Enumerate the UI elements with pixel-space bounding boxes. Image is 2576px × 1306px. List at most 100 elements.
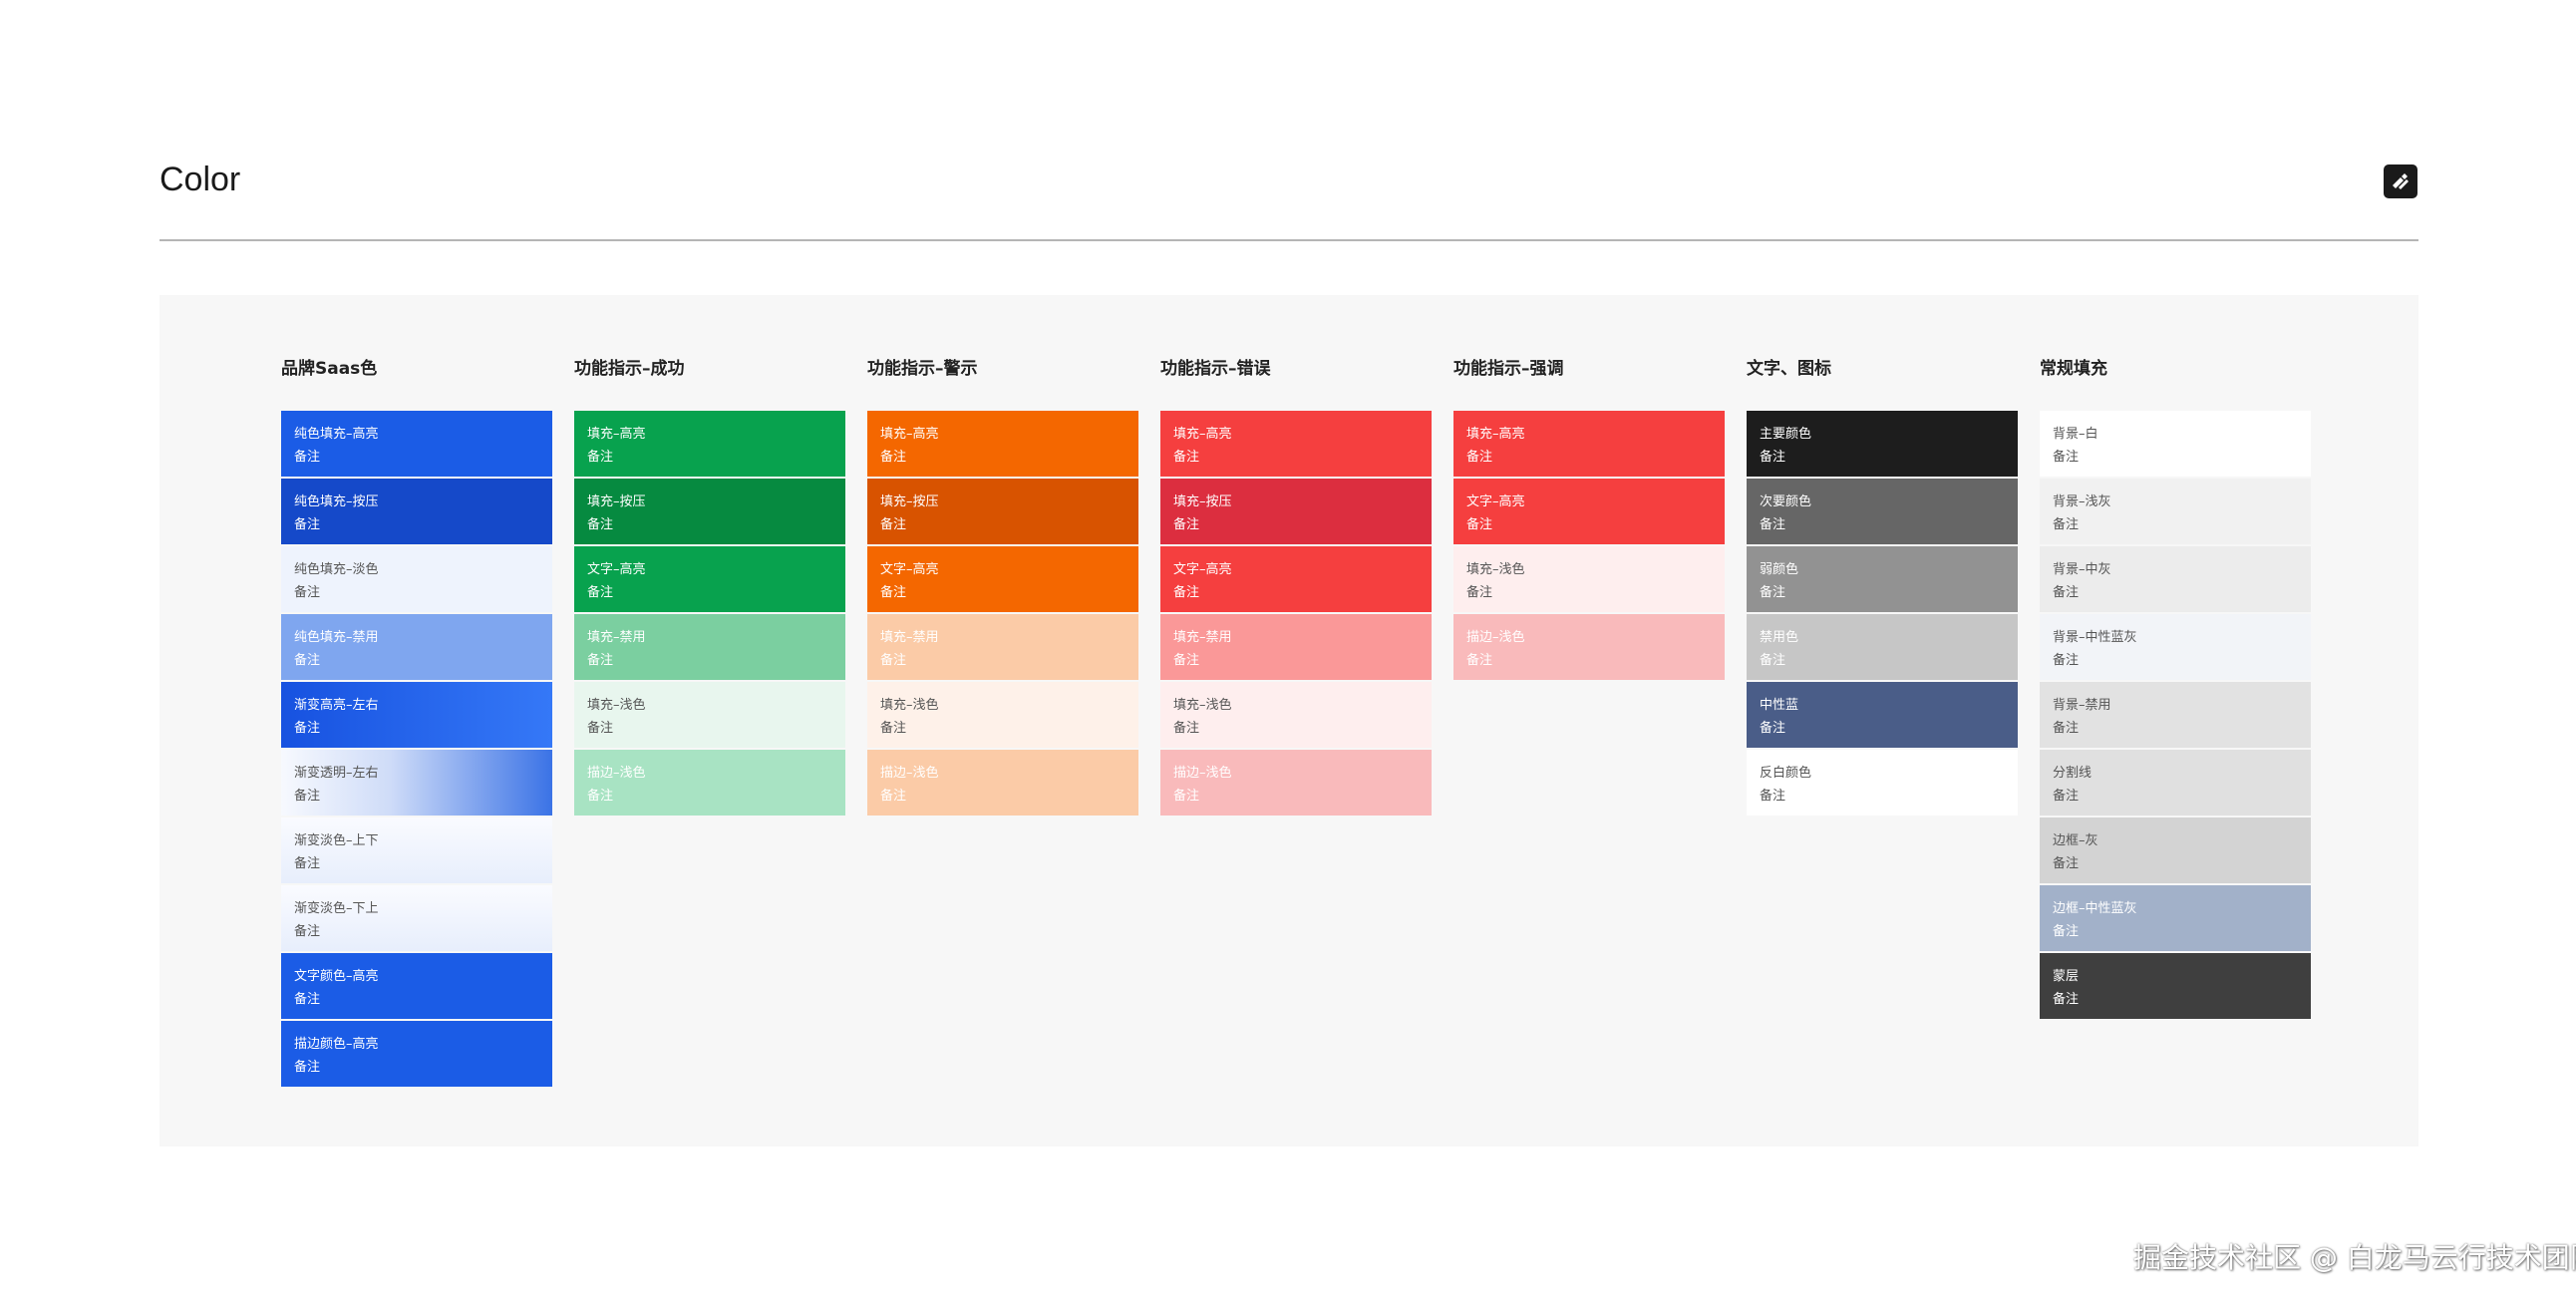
swatch-name: 背景–中灰: [2053, 562, 2111, 577]
swatch-name: 文字–高亮: [1466, 494, 1525, 509]
color-swatch[interactable]: 渐变透明–左右 备注: [281, 750, 552, 816]
color-swatch[interactable]: 填充–高亮 备注: [1160, 411, 1432, 477]
color-swatch[interactable]: 填充–高亮 备注: [1453, 411, 1725, 477]
color-swatch[interactable]: 背景–中性蓝灰 备注: [2040, 614, 2311, 680]
color-swatch[interactable]: 描边–浅色 备注: [1453, 614, 1725, 680]
swatch-note: 备注: [1760, 653, 1786, 668]
color-swatch[interactable]: 次要颜色 备注: [1747, 479, 2018, 544]
swatch-note: 备注: [2053, 924, 2080, 939]
swatch-note: 备注: [294, 789, 321, 804]
swatch-name: 分割线: [2053, 766, 2093, 781]
edit-logo-icon-glyph: [2393, 173, 2409, 189]
swatch-list: 主要颜色 备注 次要颜色 备注 弱颜色 备注 禁用色 备注 中性蓝 备注 反白颜色 备注: [1747, 411, 2018, 817]
swatch-note: 备注: [880, 517, 907, 532]
color-swatch[interactable]: 文字–高亮 备注: [867, 546, 1138, 612]
color-swatch[interactable]: 文字–高亮 备注: [1453, 479, 1725, 544]
color-swatch[interactable]: 填充–按压 备注: [1160, 479, 1432, 544]
color-swatch[interactable]: 填充–高亮 备注: [574, 411, 845, 477]
swatch-name: 填充–浅色: [1466, 562, 1525, 577]
color-swatch[interactable]: 中性蓝 备注: [1747, 682, 2018, 748]
color-swatch[interactable]: 渐变淡色–上下 备注: [281, 817, 552, 883]
color-swatch[interactable]: 边框–中性蓝灰 备注: [2040, 885, 2311, 951]
color-swatch[interactable]: 纯色填充–淡色 备注: [281, 546, 552, 612]
swatch-note: 备注: [294, 856, 321, 871]
color-swatch[interactable]: 填充–禁用 备注: [1160, 614, 1432, 680]
color-swatch[interactable]: 填充–浅色备注: [1453, 546, 1725, 612]
swatch-name: 边框–灰: [2053, 833, 2098, 848]
header-divider: [160, 239, 2418, 241]
color-swatch[interactable]: 边框–灰备注: [2040, 817, 2311, 883]
color-swatch[interactable]: 填充–按压 备注: [574, 479, 845, 544]
color-swatch[interactable]: 背景–浅灰 备注: [2040, 479, 2311, 544]
swatch-name: 纯色填充–高亮: [294, 427, 379, 442]
color-swatch[interactable]: 填充–浅色 备注: [1160, 682, 1432, 748]
color-swatch[interactable]: 背景–白 备注: [2040, 411, 2311, 477]
swatch-note: 备注: [294, 721, 321, 736]
swatch-name: 填充–浅色: [1173, 698, 1232, 713]
swatch-note: 备注: [294, 924, 321, 939]
color-swatch[interactable]: 填充–浅色 备注: [867, 682, 1138, 748]
swatch-name: 文字–高亮: [587, 562, 646, 577]
color-swatch[interactable]: 描边颜色–高亮 备注: [281, 1021, 552, 1087]
color-swatch[interactable]: 渐变淡色–下上 备注: [281, 885, 552, 951]
swatch-note: 备注: [880, 450, 907, 465]
color-swatch[interactable]: 分割线 备注: [2040, 750, 2311, 816]
swatch-note: 备注: [1466, 585, 1493, 600]
swatch-note: 备注: [2053, 517, 2080, 532]
column-title: 品牌Saas色: [281, 359, 378, 379]
swatch-list: 填充–高亮 备注 填充–按压 备注 文字–高亮 备注 填充–禁用 备注 填充–浅色 备注 描边–浅色…: [1160, 411, 1432, 817]
swatch-note: 备注: [880, 721, 907, 736]
color-swatch[interactable]: 填充–禁用 备注: [574, 614, 845, 680]
color-swatch[interactable]: 描边–浅色 备注: [1160, 750, 1432, 816]
color-swatch[interactable]: 禁用色 备注: [1747, 614, 2018, 680]
swatch-note: 备注: [1760, 585, 1786, 600]
color-swatch[interactable]: 纯色填充–高亮 备注: [281, 411, 552, 477]
color-swatch[interactable]: 渐变高亮–左右 备注: [281, 682, 552, 748]
color-swatch[interactable]: 纯色填充–禁用 备注: [281, 614, 552, 680]
swatch-note: 备注: [880, 653, 907, 668]
color-palette-panel: 品牌Saas色 纯色填充–高亮 备注 纯色填充–按压 备注 纯色填充–淡色 备注 纯色填充–…: [160, 295, 2418, 1146]
swatch-note: 备注: [2053, 856, 2080, 871]
color-swatch[interactable]: 纯色填充–按压 备注: [281, 479, 552, 544]
swatch-name: 中性蓝: [1760, 698, 1799, 713]
swatch-note: 备注: [1173, 517, 1200, 532]
color-swatch[interactable]: 弱颜色 备注: [1747, 546, 2018, 612]
color-swatch[interactable]: 蒙层 备注: [2040, 953, 2311, 1019]
color-swatch[interactable]: 填充–按压 备注: [867, 479, 1138, 544]
column-title: 文字、图标: [1747, 359, 1831, 379]
swatch-note: 备注: [2053, 585, 2080, 600]
swatch-name: 文字颜色–高亮: [294, 969, 379, 984]
swatch-name: 填充–禁用: [587, 630, 646, 645]
color-swatch[interactable]: 文字颜色–高亮 备注: [281, 953, 552, 1019]
color-swatch[interactable]: 背景–中灰备注: [2040, 546, 2311, 612]
color-swatch[interactable]: 填充–浅色 备注: [574, 682, 845, 748]
swatch-name: 背景–中性蓝灰: [2053, 630, 2137, 645]
swatch-note: 备注: [587, 789, 614, 804]
color-swatch[interactable]: 填充–禁用 备注: [867, 614, 1138, 680]
color-swatch[interactable]: 主要颜色 备注: [1747, 411, 2018, 477]
swatch-note: 备注: [294, 450, 321, 465]
edit-logo-icon[interactable]: [2384, 164, 2417, 198]
swatch-name: 描边–浅色: [1173, 766, 1232, 781]
swatch-note: 备注: [1466, 653, 1493, 668]
color-swatch[interactable]: 文字–高亮 备注: [574, 546, 845, 612]
page-title: Color: [160, 161, 241, 198]
swatch-note: 备注: [2053, 450, 2080, 465]
swatch-list: 填充–高亮 备注 文字–高亮 备注 填充–浅色 备注 描边–浅色 备注: [1453, 411, 1725, 682]
color-swatch[interactable]: 背景–禁用 备注: [2040, 682, 2311, 748]
swatch-name: 反白颜色: [1760, 766, 1812, 781]
swatch-note: 备注: [294, 653, 321, 668]
swatch-list: 纯色填充–高亮 备注 纯色填充–按压 备注 纯色填充–淡色 备注 纯色填充–禁用 备注 渐变高亮…: [281, 411, 552, 1089]
color-swatch[interactable]: 描边–浅色 备注: [867, 750, 1138, 816]
swatch-note: 备注: [1173, 450, 1200, 465]
swatch-name: 文字–高亮: [880, 562, 939, 577]
color-swatch[interactable]: 文字–高亮 备注: [1160, 546, 1432, 612]
color-swatch[interactable]: 反白颜色 备注: [1747, 750, 2018, 816]
swatch-name: 纯色填充–禁用: [294, 630, 379, 645]
color-swatch[interactable]: 描边–浅色 备注: [574, 750, 845, 816]
swatch-note: 备注: [2053, 721, 2080, 736]
swatch-note: 备注: [1173, 653, 1200, 668]
column-title: 功能指示–警示: [867, 359, 978, 379]
color-swatch[interactable]: 填充–高亮 备注: [867, 411, 1138, 477]
swatch-name: 纯色填充–淡色: [294, 562, 379, 577]
